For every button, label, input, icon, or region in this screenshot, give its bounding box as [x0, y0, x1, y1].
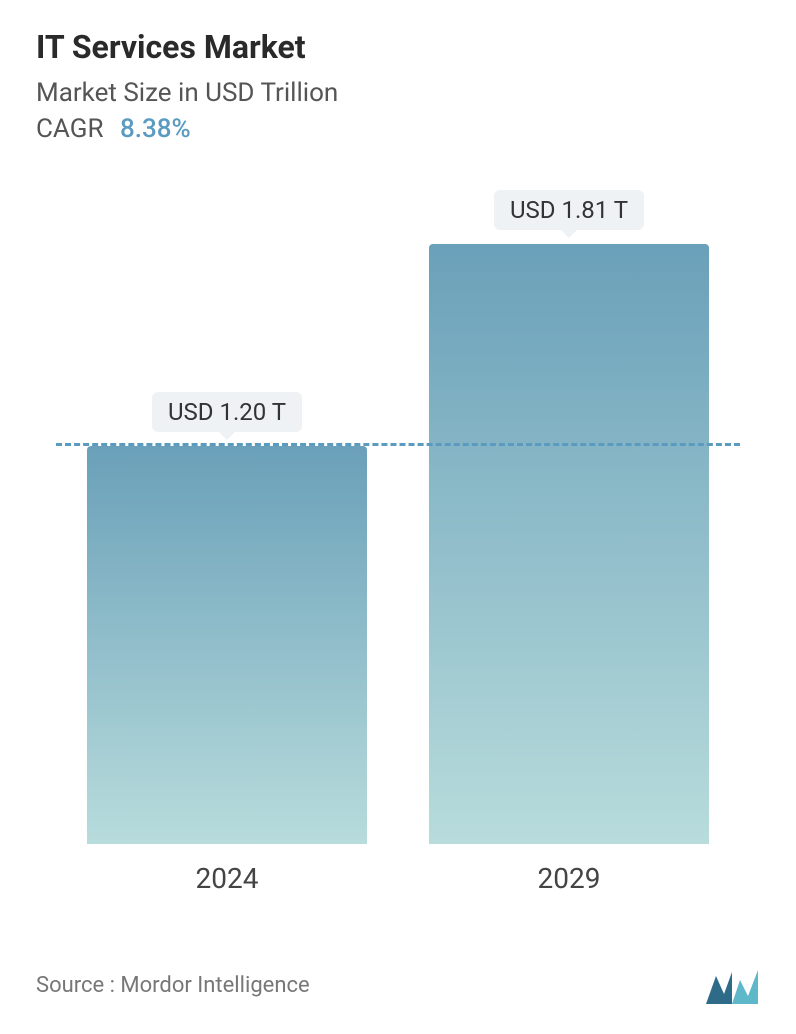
bar-group: USD 1.81 T — [429, 190, 709, 844]
chart-subtitle: Market Size in USD Trillion — [36, 78, 760, 108]
bar-group: USD 1.20 T — [87, 392, 367, 844]
source-attribution: Source : Mordor Intelligence — [36, 973, 310, 998]
cagr-value: 8.38% — [120, 114, 191, 144]
bar-value-label: USD 1.20 T — [152, 392, 302, 432]
cagr-row: CAGR 8.38% — [36, 114, 760, 144]
chart-container: IT Services Market Market Size in USD Tr… — [0, 0, 796, 1034]
bar — [429, 244, 709, 844]
cagr-label: CAGR — [36, 114, 103, 144]
x-axis-label: 2024 — [87, 862, 367, 895]
x-axis-label: 2029 — [429, 862, 709, 895]
bar — [87, 446, 367, 844]
chart-footer: Source : Mordor Intelligence — [36, 964, 760, 1006]
chart-plot-area: USD 1.20 T USD 1.81 T — [56, 184, 740, 844]
reference-dashed-line — [56, 443, 740, 446]
bar-value-label: USD 1.81 T — [494, 190, 644, 230]
chart-title: IT Services Market — [36, 28, 760, 66]
mordor-logo-icon — [704, 964, 760, 1006]
x-axis-labels: 2024 2029 — [56, 862, 740, 895]
bars-wrapper: USD 1.20 T USD 1.81 T — [56, 184, 740, 844]
